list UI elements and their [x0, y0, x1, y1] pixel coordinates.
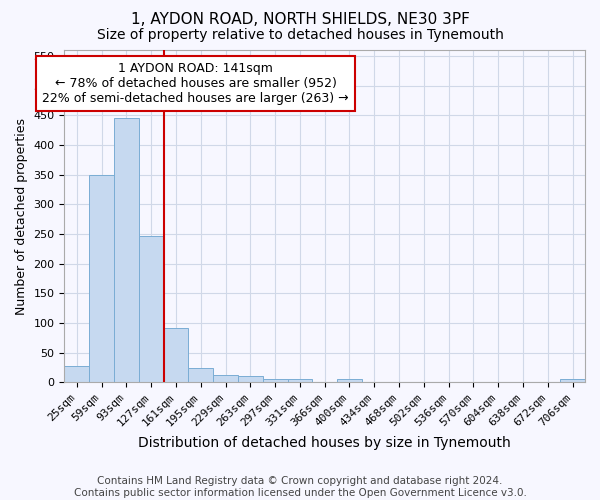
- Bar: [337, 380, 362, 382]
- Bar: [139, 236, 164, 382]
- Bar: [164, 328, 188, 382]
- Text: 1, AYDON ROAD, NORTH SHIELDS, NE30 3PF: 1, AYDON ROAD, NORTH SHIELDS, NE30 3PF: [131, 12, 469, 28]
- Bar: [213, 374, 238, 382]
- Bar: [560, 380, 585, 382]
- Bar: [287, 380, 313, 382]
- Bar: [64, 366, 89, 382]
- Bar: [114, 118, 139, 382]
- Bar: [263, 378, 287, 382]
- Bar: [188, 368, 213, 382]
- Bar: [238, 376, 263, 382]
- Text: Size of property relative to detached houses in Tynemouth: Size of property relative to detached ho…: [97, 28, 503, 42]
- Y-axis label: Number of detached properties: Number of detached properties: [15, 118, 28, 314]
- Text: 1 AYDON ROAD: 141sqm
← 78% of detached houses are smaller (952)
22% of semi-deta: 1 AYDON ROAD: 141sqm ← 78% of detached h…: [43, 62, 349, 105]
- X-axis label: Distribution of detached houses by size in Tynemouth: Distribution of detached houses by size …: [139, 436, 511, 450]
- Text: Contains HM Land Registry data © Crown copyright and database right 2024.
Contai: Contains HM Land Registry data © Crown c…: [74, 476, 526, 498]
- Bar: [89, 174, 114, 382]
